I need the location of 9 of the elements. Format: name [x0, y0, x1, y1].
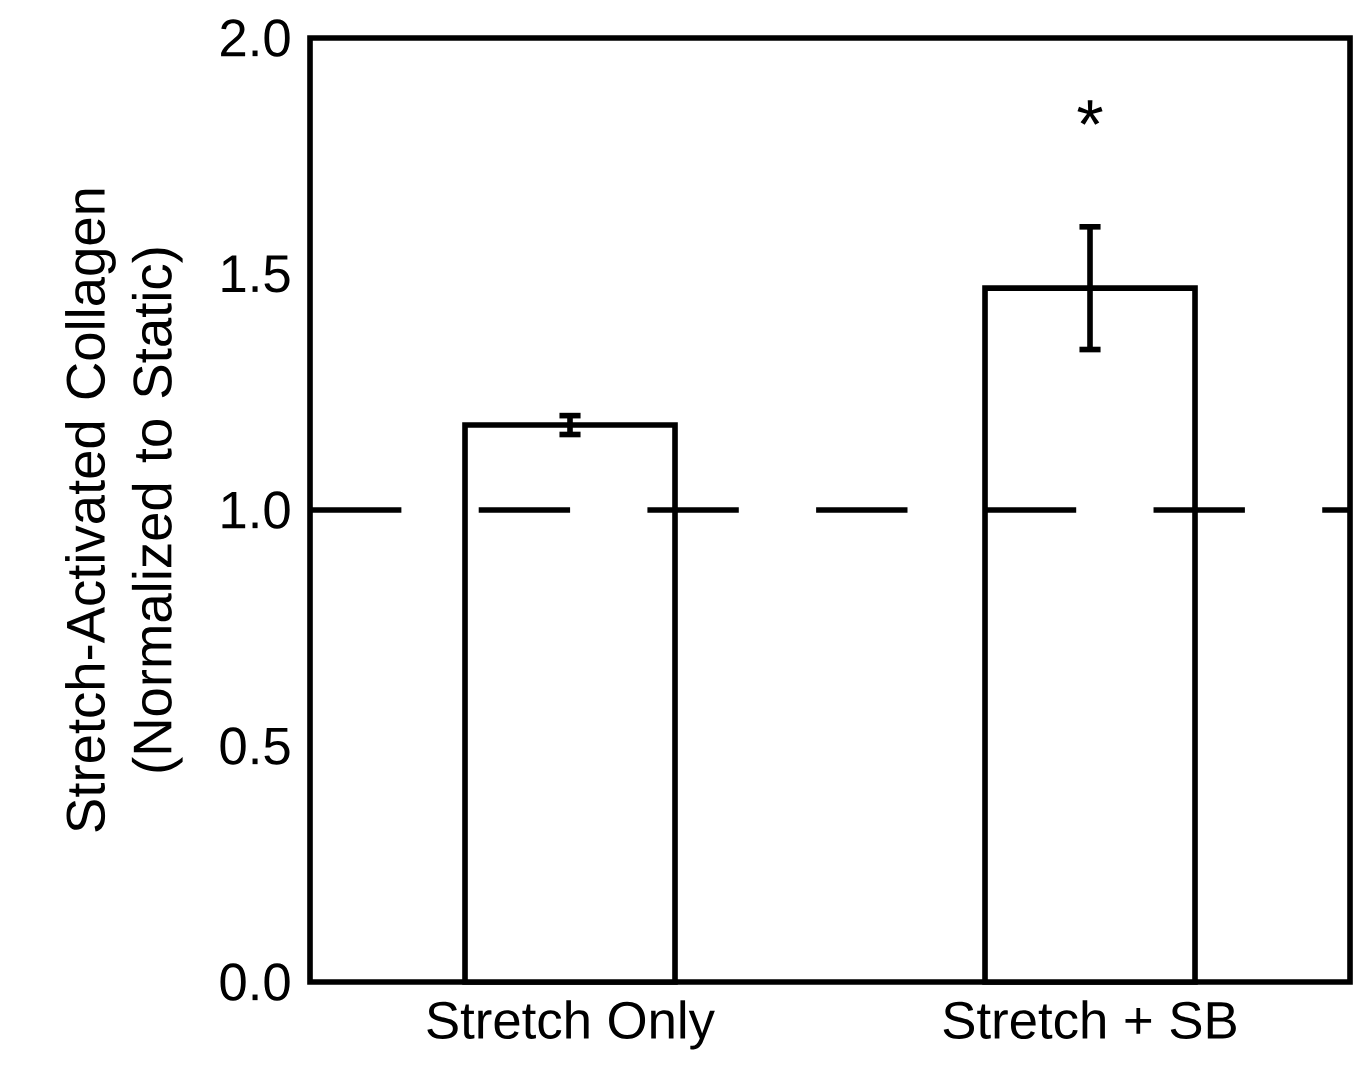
y-tick-label: 0.5 [220, 727, 290, 765]
x-tick-label: Stretch + SB [943, 1000, 1236, 1039]
y-tick-label: 1.5 [222, 255, 290, 293]
x-tick-label: Stretch Only [427, 1000, 715, 1050]
y-axis-title: Stretch-Activated Collagen (Normalized to Static) [65, 189, 183, 832]
y-tick-label: 1.0 [222, 491, 290, 529]
y-tick-label: 0.0 [220, 963, 290, 1001]
annotation: * [1077, 100, 1103, 125]
y-tick-label: 2.0 [221, 19, 290, 57]
